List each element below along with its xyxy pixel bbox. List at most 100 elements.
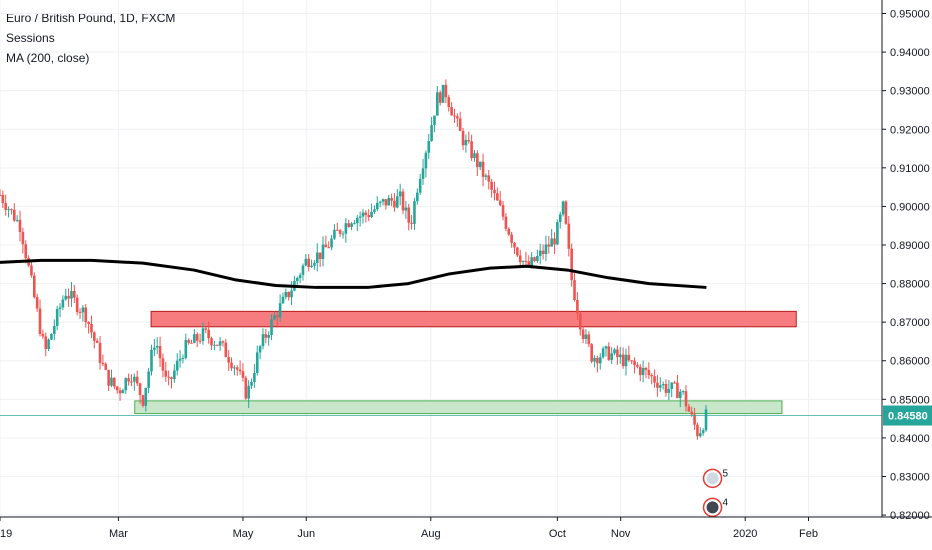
time-axis[interactable]: 19 Mar May Jun Aug Oct Nov 2020 Feb xyxy=(0,516,932,540)
candle-down xyxy=(401,191,405,211)
candle-up xyxy=(598,357,602,364)
candle-down xyxy=(167,376,170,378)
time-tick-label: Nov xyxy=(611,528,631,540)
candle-down xyxy=(98,342,102,363)
candle-up xyxy=(421,168,425,179)
candle-down xyxy=(656,382,659,388)
event-marker[interactable]: 5 xyxy=(702,468,729,489)
candle-down xyxy=(158,345,162,359)
symbol-title[interactable]: Euro / British Pound, 1D, FXCM xyxy=(6,11,176,25)
candle-up xyxy=(556,222,559,245)
candle-down xyxy=(676,382,679,399)
candle-down xyxy=(567,223,571,249)
candle-down xyxy=(490,181,493,190)
resistance-zone[interactable] xyxy=(150,310,797,328)
candle-up xyxy=(184,340,188,359)
zones-layer[interactable] xyxy=(134,310,797,415)
candle-up xyxy=(667,388,671,393)
events-layer[interactable]: 54 xyxy=(702,468,729,518)
candle-up xyxy=(144,387,148,406)
price-tick-label: 0.83000 xyxy=(890,471,930,483)
candle-down xyxy=(504,216,508,229)
candle-up xyxy=(341,233,345,235)
candle-down xyxy=(616,349,619,358)
time-tick-label: Oct xyxy=(549,528,566,540)
candle-down xyxy=(467,140,471,142)
candle-down xyxy=(487,175,491,182)
candle-up xyxy=(433,115,436,126)
candle-down xyxy=(673,382,676,384)
candle-up xyxy=(58,307,62,309)
event-count: 5 xyxy=(723,468,729,479)
candle-down xyxy=(693,414,696,425)
candle-down xyxy=(630,360,633,362)
candle-up xyxy=(64,295,68,300)
price-tick-label: 0.94000 xyxy=(890,47,930,59)
price-axis[interactable]: 0.95000 0.94000 0.93000 0.92000 0.91000 0.900… xyxy=(881,0,932,522)
candle-up xyxy=(610,353,613,360)
candle-up xyxy=(373,209,376,212)
support-zone[interactable] xyxy=(134,400,783,415)
candle-down xyxy=(644,367,648,370)
candle-up xyxy=(153,347,156,350)
candle-down xyxy=(230,362,233,369)
candle-up xyxy=(261,334,265,347)
candle-up xyxy=(133,376,136,382)
candle-down xyxy=(501,205,505,217)
candle-down xyxy=(21,232,25,245)
candle-down xyxy=(1,194,5,204)
price-tick-label: 0.89000 xyxy=(890,240,930,252)
candle-down xyxy=(30,265,33,276)
ma-indicator-label[interactable]: MA (200, close) xyxy=(6,51,90,65)
candle-down xyxy=(227,357,230,363)
candle-down xyxy=(461,130,465,146)
candle-down xyxy=(447,97,451,107)
candle-down xyxy=(653,376,656,383)
candle-down xyxy=(324,244,328,248)
candle-down xyxy=(541,250,545,254)
candle-down xyxy=(393,200,396,208)
candle-down xyxy=(587,334,591,345)
candle-up xyxy=(544,244,548,254)
candle-down xyxy=(547,244,551,247)
price-tick-label: 0.86000 xyxy=(890,356,930,368)
candle-up xyxy=(70,291,73,299)
candle-down xyxy=(318,252,322,260)
price-tick-label: 0.87000 xyxy=(890,317,930,329)
candle-up xyxy=(173,370,176,380)
candle-up xyxy=(233,367,236,369)
candle-down xyxy=(75,297,79,313)
candle-up xyxy=(313,262,316,266)
event-marker[interactable]: 4 xyxy=(702,497,729,518)
candle-down xyxy=(524,261,528,263)
candle-down xyxy=(41,334,45,337)
candle-up xyxy=(175,360,179,371)
time-tick-label: 19 xyxy=(0,528,12,540)
candle-down xyxy=(516,247,519,256)
candle-up xyxy=(310,265,313,267)
candle-up xyxy=(358,216,362,218)
candle-down xyxy=(95,340,99,343)
candle-down xyxy=(207,329,210,339)
candle-up xyxy=(613,349,616,354)
candle-up xyxy=(213,344,216,346)
candle-up xyxy=(404,207,408,211)
candle-down xyxy=(573,280,576,301)
candle-down xyxy=(607,346,611,360)
candle-up xyxy=(681,391,685,393)
candle-down xyxy=(113,377,116,387)
candle-down xyxy=(44,336,48,349)
candle-down xyxy=(204,328,208,330)
price-tick-label: 0.92000 xyxy=(890,124,930,136)
candle-down xyxy=(347,223,351,227)
candle-down xyxy=(118,390,122,394)
candle-down xyxy=(275,315,279,318)
candle-up xyxy=(550,238,553,247)
candle-down xyxy=(627,354,631,361)
sessions-indicator-label[interactable]: Sessions xyxy=(6,31,55,45)
candle-up xyxy=(361,212,365,217)
candle-up xyxy=(376,202,379,210)
candle-up xyxy=(427,140,431,153)
time-tick-label: Feb xyxy=(799,528,818,540)
